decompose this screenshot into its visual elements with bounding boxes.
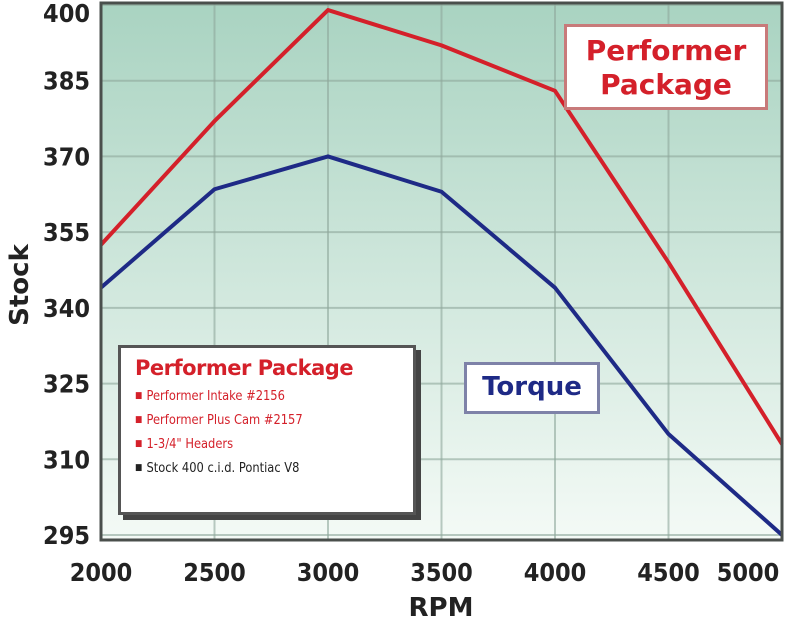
y-tick-label: 295	[43, 521, 90, 550]
x-tick-label: 4000	[524, 558, 587, 587]
data-point	[326, 154, 330, 158]
data-point	[553, 89, 557, 93]
legend-item: 1-3/4" Headers	[135, 432, 359, 456]
data-point	[213, 119, 216, 123]
plot-frame	[99, 1, 784, 542]
data-point	[440, 43, 443, 47]
y-tick-label: 325	[43, 370, 90, 399]
performer-label-line1: Performer	[585, 34, 747, 67]
y-tick-label: 385	[43, 67, 90, 96]
y-tick-label: 310	[43, 445, 90, 474]
legend-title: Performer Package	[135, 356, 354, 380]
data-point	[213, 187, 216, 191]
x-axis-label: RPM	[409, 593, 474, 620]
y-tick-label: 400	[43, 0, 90, 28]
performer-package-label: Performer Package	[564, 24, 768, 110]
x-tick-label: 2000	[70, 558, 133, 587]
data-point	[667, 260, 670, 264]
x-tick-label: 3000	[297, 558, 360, 587]
y-tick-label: 340	[43, 294, 90, 323]
legend-item: Performer Plus Cam #2157	[135, 408, 359, 432]
legend-item: Stock 400 c.i.d. Pontiac V8	[135, 456, 359, 480]
data-point	[667, 432, 670, 436]
y-axis-label: Stock	[5, 243, 35, 325]
data-point	[440, 190, 443, 194]
x-tick-label: 3500	[410, 558, 473, 587]
performer-label-line2: Package	[600, 68, 732, 101]
x-tick-label: 2500	[183, 558, 246, 587]
data-point	[553, 286, 557, 290]
legend-item: Performer Intake #2156	[135, 384, 359, 408]
y-tick-label: 355	[43, 218, 90, 247]
data-point	[326, 8, 330, 12]
x-tick-label: 5000	[717, 558, 780, 587]
torque-label: Torque	[464, 362, 600, 414]
legend: Performer Package Performer Intake #2156…	[118, 345, 416, 515]
x-tick-label: 4500	[637, 558, 700, 587]
y-tick-label: 370	[43, 142, 90, 171]
